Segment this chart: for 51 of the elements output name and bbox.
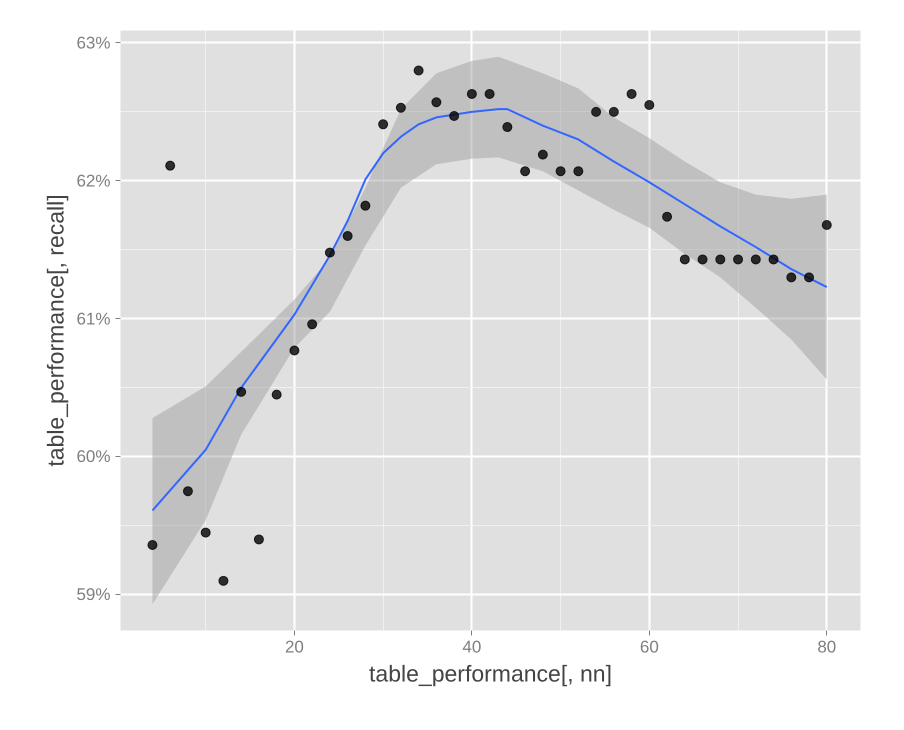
point: [414, 66, 424, 76]
point: [182, 486, 193, 496]
point: [768, 254, 779, 264]
point: [626, 88, 637, 99]
point: [591, 106, 602, 117]
point: [289, 346, 300, 356]
point: [502, 122, 512, 132]
point: [556, 166, 566, 176]
point: [431, 97, 442, 108]
x-tick-label: 40: [462, 638, 482, 656]
y-axis-title: table_performance[, recall]: [42, 194, 68, 467]
point: [307, 319, 318, 330]
point: [484, 88, 495, 99]
point: [466, 88, 477, 99]
point: [715, 254, 726, 264]
x-axis-title: table_performance[, nn]: [369, 660, 612, 686]
y-tick-label: 61%: [76, 309, 111, 328]
point: [804, 272, 814, 282]
point: [644, 100, 654, 110]
x-tick-label: 20: [284, 638, 304, 656]
point: [520, 166, 530, 176]
y-tick-label: 60%: [76, 447, 111, 466]
point: [608, 106, 619, 117]
x-tick-label: 60: [640, 638, 659, 656]
point: [324, 248, 335, 258]
point: [272, 390, 282, 400]
x-tick-label: 80: [817, 638, 836, 656]
point: [342, 231, 353, 242]
point: [378, 119, 388, 130]
point: [662, 212, 672, 222]
point: [165, 160, 176, 171]
y-tick-label: 63%: [76, 33, 111, 52]
point: [698, 254, 708, 264]
point: [733, 254, 744, 264]
point: [680, 254, 690, 264]
point: [573, 166, 584, 176]
y-tick-label: 59%: [76, 585, 111, 604]
point: [147, 540, 158, 550]
point: [200, 528, 211, 538]
point: [254, 534, 264, 544]
point: [396, 102, 406, 113]
point: [822, 220, 832, 230]
point: [786, 272, 796, 282]
point: [449, 111, 460, 122]
line-series: [151, 108, 828, 512]
y-tick-label: 62%: [76, 171, 111, 190]
point: [360, 200, 370, 211]
point: [538, 150, 548, 160]
point: [750, 254, 761, 264]
point: [218, 576, 228, 586]
point: [236, 386, 246, 397]
